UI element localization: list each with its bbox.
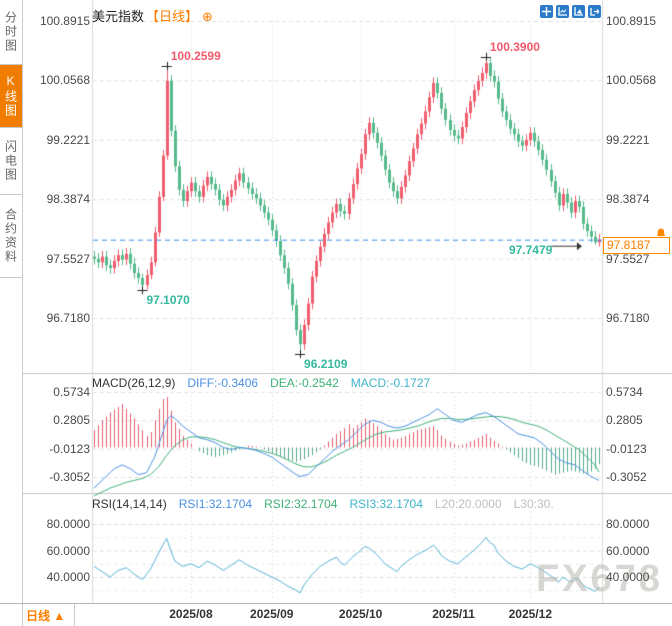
y-tick: 96.7180 <box>606 311 650 325</box>
y-tick: 98.3874 <box>46 192 90 206</box>
macd-name: MACD(26,12,9) <box>92 376 176 390</box>
chevron-up-icon: ▲ <box>53 609 66 623</box>
macd-header: MACD(26,12,9) DIFF:-0.3406 DEA:-0.2542 M… <box>92 376 430 390</box>
sidebar-item-label: 分时图 <box>3 11 18 53</box>
x-axis-date: 2025/11 <box>432 607 475 621</box>
period-label: 日线 <box>26 609 51 623</box>
y-tick: 0.2805 <box>53 413 90 427</box>
period-selector[interactable]: 日线 ▲ <box>26 607 65 624</box>
y-tick: 40.0000 <box>606 570 650 584</box>
y-tick: 100.8915 <box>39 14 90 28</box>
y-tick: 98.3874 <box>606 192 650 206</box>
sidebar-item-label: 合约资料 <box>3 208 18 264</box>
y-tick: 40.0000 <box>46 570 90 584</box>
y-tick: 97.5527 <box>606 252 650 266</box>
rsi-header: RSI(14,14,14) RSI1:32.1704 RSI2:32.1704 … <box>92 497 554 511</box>
symbol-name: 美元指数 <box>92 9 145 24</box>
y-tick: 60.0000 <box>606 544 650 558</box>
sidebar-item-timeshare[interactable]: 分时图 <box>0 0 22 65</box>
x-axis-date: 2025/10 <box>338 607 383 621</box>
rsi2-value: RSI2:32.1704 <box>264 497 338 511</box>
price-annotation: 96.2109 <box>304 357 348 372</box>
sidebar-item-label: K线图 <box>3 74 18 118</box>
y-tick: 100.0568 <box>606 73 657 87</box>
add-indicator-icon[interactable]: ⊕ <box>202 9 213 24</box>
axis-zoom-in-icon[interactable] <box>556 5 569 18</box>
rsi-l20-value: L20:20.0000 <box>434 497 502 511</box>
watermark: FX678 <box>536 558 663 600</box>
macd-hist-value: MACD:-0.1727 <box>350 376 431 390</box>
sidebar-item-lightning[interactable]: 闪电图 <box>0 128 22 195</box>
rsi-l30-value: L30:30. <box>513 497 554 511</box>
macd-diff-value: DIFF:-0.3406 <box>187 376 259 390</box>
price-annotation: 100.2599 <box>170 48 221 63</box>
y-tick: 100.0568 <box>39 73 90 87</box>
current-price-tag: 97.8187 <box>603 237 670 254</box>
y-tick: 96.7180 <box>46 311 90 325</box>
sidebar-item-label: 闪电图 <box>3 140 18 182</box>
macd-dea-value: DEA:-0.2542 <box>270 376 339 390</box>
y-tick: -0.0123 <box>606 442 647 456</box>
x-axis-date: 2025/12 <box>508 607 552 621</box>
y-tick: 80.0000 <box>606 517 650 531</box>
sidebar: 分时图 K线图 闪电图 合约资料 <box>0 0 23 626</box>
crosshair-tool-icon[interactable] <box>540 5 553 18</box>
y-tick: 99.2221 <box>606 133 650 147</box>
y-tick: 60.0000 <box>46 544 90 558</box>
rsi3-value: RSI3:32.1704 <box>349 497 423 511</box>
period-tag: 【日线】 <box>146 9 199 24</box>
sidebar-item-kline[interactable]: K线图 <box>0 65 22 128</box>
y-tick: -0.3052 <box>606 470 647 484</box>
y-tick: -0.3052 <box>49 470 90 484</box>
price-annotation: 97.1070 <box>146 293 190 308</box>
x-axis-date: 2025/09 <box>250 607 294 621</box>
y-tick: 97.5527 <box>46 252 90 266</box>
bottom-separator <box>0 603 672 604</box>
y-tick: 0.5734 <box>53 385 90 399</box>
bottom-divider <box>74 604 75 626</box>
sidebar-item-contract-info[interactable]: 合约资料 <box>0 195 22 278</box>
exit-chart-icon[interactable] <box>588 5 601 18</box>
price-annotation: 100.3900 <box>489 39 540 54</box>
y-tick: 99.2221 <box>46 133 90 147</box>
y-tick: -0.0123 <box>49 442 90 456</box>
y-tick: 0.5734 <box>606 385 643 399</box>
y-tick: 100.8915 <box>606 14 657 28</box>
x-axis-date: 2025/08 <box>169 607 213 621</box>
y-tick: 0.2805 <box>606 413 643 427</box>
rsi1-value: RSI1:32.1704 <box>178 497 253 511</box>
price-alert-icon[interactable] <box>656 225 666 238</box>
chart-title: 美元指数 【日线】 ⊕ <box>92 6 213 25</box>
rsi-name: RSI(14,14,14) <box>92 497 167 511</box>
axis-zoom-out-icon[interactable] <box>572 5 585 18</box>
y-tick: 80.0000 <box>46 517 90 531</box>
chart-toolbar <box>540 5 601 18</box>
price-annotation: 97.7479 <box>508 242 553 257</box>
